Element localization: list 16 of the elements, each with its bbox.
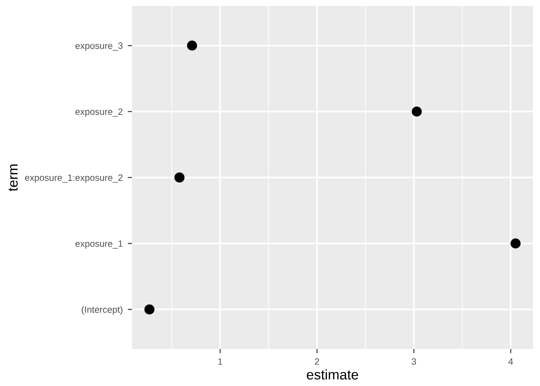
point	[510, 238, 521, 249]
y-tick-label: exposure_1:exposure_2	[25, 174, 123, 183]
x-axis-title: estimate	[306, 369, 358, 380]
y-tick-label: (Intercept)	[82, 306, 122, 315]
x-tick-label: 3	[412, 358, 416, 365]
point	[144, 304, 155, 315]
point	[174, 172, 185, 183]
y-tick-label: exposure_1	[75, 240, 123, 249]
x-tick-label: 2	[314, 358, 320, 365]
point	[186, 40, 198, 51]
x-tick-label: 4	[508, 358, 514, 365]
point	[412, 106, 422, 117]
y-axis-title: term	[8, 164, 18, 192]
x-tick-label: 1	[218, 358, 222, 365]
y-tick-label: exposure_2	[75, 108, 123, 117]
y-tick-label: exposure_3	[75, 42, 123, 51]
